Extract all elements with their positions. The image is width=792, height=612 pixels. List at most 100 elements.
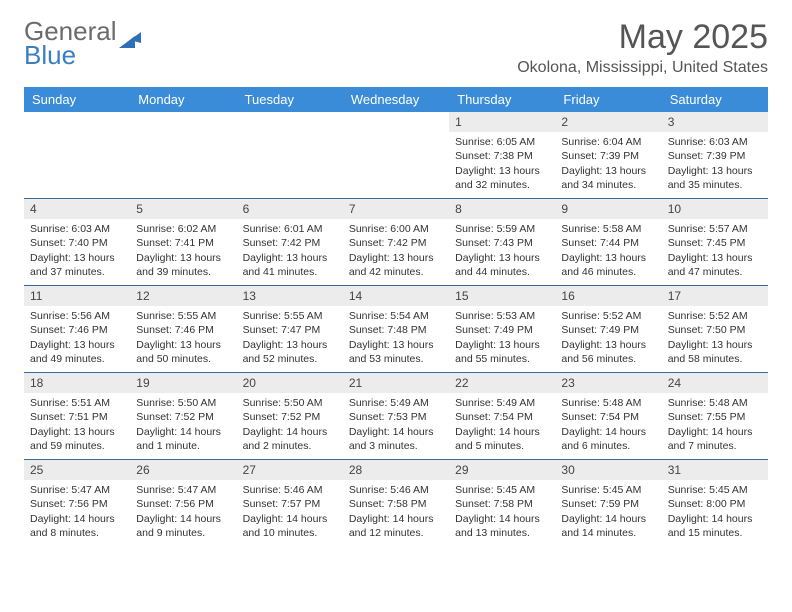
day-number: 4 <box>24 199 130 219</box>
daylight-text: Daylight: 13 hours and 59 minutes. <box>30 425 124 453</box>
brand-text-blue: Blue <box>24 42 141 68</box>
daylight-text: Daylight: 13 hours and 44 minutes. <box>455 251 549 279</box>
sunrise-text: Sunrise: 5:52 AM <box>668 309 762 323</box>
day-cell: 11 Sunrise: 5:56 AMSunset: 7:46 PMDayligh… <box>24 286 130 372</box>
day-cell: 13Sunrise: 5:55 AMSunset: 7:47 PMDayligh… <box>237 286 343 372</box>
daylight-text: Daylight: 13 hours and 56 minutes. <box>561 338 655 366</box>
week-row: 11Sunrise: 5:56 AMSunset: 7:46 PMDayligh… <box>24 286 768 373</box>
day-cell: 8Sunrise: 5:59 AMSunset: 7:43 PMDaylight… <box>449 199 555 285</box>
day-number: 11 <box>24 286 130 306</box>
daylight-text: Daylight: 14 hours and 3 minutes. <box>349 425 443 453</box>
day-cell: 7 Sunrise: 6:00 AMSunset: 7:42 PMDaylight… <box>343 199 449 285</box>
day-number: 28 <box>343 460 449 480</box>
sunrise-text: Sunrise: 5:48 AM <box>668 396 762 410</box>
daylight-text: Daylight: 13 hours and 32 minutes. <box>455 164 549 192</box>
day-number: 16 <box>555 286 661 306</box>
day-cell: 24Sunrise: 5:48 AMSunset: 7:55 PMDayligh… <box>662 373 768 459</box>
day-number: 30 <box>555 460 661 480</box>
daylight-text: Daylight: 13 hours and 35 minutes. <box>668 164 762 192</box>
daylight-text: Daylight: 13 hours and 37 minutes. <box>30 251 124 279</box>
day-number: 2 <box>555 112 661 132</box>
daylight-text: Daylight: 14 hours and 8 minutes. <box>30 512 124 540</box>
day-cell: 16Sunrise: 5:52 AMSunset: 7:49 PMDayligh… <box>555 286 661 372</box>
day-cell: . <box>237 112 343 198</box>
sunrise-text: Sunrise: 6:01 AM <box>243 222 337 236</box>
sunset-text: Sunset: 7:39 PM <box>561 149 655 163</box>
sunrise-text: Sunrise: 5:50 AM <box>243 396 337 410</box>
daylight-text: Daylight: 13 hours and 46 minutes. <box>561 251 655 279</box>
daylight-text: Daylight: 13 hours and 58 minutes. <box>668 338 762 366</box>
daylight-text: Daylight: 13 hours and 47 minutes. <box>668 251 762 279</box>
daylight-text: Daylight: 13 hours and 49 minutes. <box>30 338 124 366</box>
day-cell: . <box>343 112 449 198</box>
daylight-text: Daylight: 14 hours and 5 minutes. <box>455 425 549 453</box>
day-cell: . <box>130 112 236 198</box>
daylight-text: Daylight: 13 hours and 39 minutes. <box>136 251 230 279</box>
sunset-text: Sunset: 7:57 PM <box>243 497 337 511</box>
daylight-text: Daylight: 14 hours and 1 minute. <box>136 425 230 453</box>
sunset-text: Sunset: 7:52 PM <box>136 410 230 424</box>
month-title: May 2025 <box>517 18 768 57</box>
sunset-text: Sunset: 7:42 PM <box>349 236 443 250</box>
day-number: 7 <box>343 199 449 219</box>
sunset-text: Sunset: 7:44 PM <box>561 236 655 250</box>
day-number: 17 <box>662 286 768 306</box>
sunset-text: Sunset: 7:46 PM <box>30 323 124 337</box>
week-row: 18Sunrise: 5:51 AMSunset: 7:51 PMDayligh… <box>24 373 768 460</box>
title-block: May 2025 Okolona, Mississippi, United St… <box>517 18 768 77</box>
sunrise-text: Sunrise: 5:55 AM <box>243 309 337 323</box>
day-number: 6 <box>237 199 343 219</box>
sunrise-text: Sunrise: 5:48 AM <box>561 396 655 410</box>
day-number: 15 <box>449 286 555 306</box>
daylight-text: Daylight: 13 hours and 34 minutes. <box>561 164 655 192</box>
sunset-text: Sunset: 7:45 PM <box>668 236 762 250</box>
day-header: Monday <box>130 87 236 112</box>
sunset-text: Sunset: 7:56 PM <box>136 497 230 511</box>
day-cell: 10 Sunrise: 5:57 AMSunset: 7:45 PMDayligh… <box>662 199 768 285</box>
daylight-text: Daylight: 13 hours and 42 minutes. <box>349 251 443 279</box>
day-cell: 5Sunrise: 6:02 AMSunset: 7:41 PMDaylight… <box>130 199 236 285</box>
day-number: 21 <box>343 373 449 393</box>
day-number: 26 <box>130 460 236 480</box>
day-header: Sunday <box>24 87 130 112</box>
sunset-text: Sunset: 7:49 PM <box>455 323 549 337</box>
sunrise-text: Sunrise: 5:46 AM <box>243 483 337 497</box>
sunset-text: Sunset: 7:54 PM <box>561 410 655 424</box>
sunrise-text: Sunrise: 5:57 AM <box>668 222 762 236</box>
sunset-text: Sunset: 7:46 PM <box>136 323 230 337</box>
location-text: Okolona, Mississippi, United States <box>517 59 768 77</box>
sunset-text: Sunset: 7:49 PM <box>561 323 655 337</box>
sunrise-text: Sunrise: 5:56 AM <box>30 309 124 323</box>
daylight-text: Daylight: 13 hours and 50 minutes. <box>136 338 230 366</box>
sunrise-text: Sunrise: 5:49 AM <box>455 396 549 410</box>
sunrise-text: Sunrise: 5:45 AM <box>561 483 655 497</box>
day-number: 18 <box>24 373 130 393</box>
day-number: 10 <box>662 199 768 219</box>
day-number: 31 <box>662 460 768 480</box>
day-cell: 22Sunrise: 5:49 AMSunset: 7:54 PMDayligh… <box>449 373 555 459</box>
sunset-text: Sunset: 7:40 PM <box>30 236 124 250</box>
sunrise-text: Sunrise: 5:45 AM <box>455 483 549 497</box>
week-row: 4Sunrise: 6:03 AMSunset: 7:40 PMDaylight… <box>24 199 768 286</box>
day-header: Friday <box>555 87 661 112</box>
daylight-text: Daylight: 14 hours and 13 minutes. <box>455 512 549 540</box>
day-header: Wednesday <box>343 87 449 112</box>
day-cell: . <box>24 112 130 198</box>
sunset-text: Sunset: 7:58 PM <box>455 497 549 511</box>
sunset-text: Sunset: 7:43 PM <box>455 236 549 250</box>
day-number: 12 <box>130 286 236 306</box>
day-number: 27 <box>237 460 343 480</box>
day-number: 29 <box>449 460 555 480</box>
sunset-text: Sunset: 7:52 PM <box>243 410 337 424</box>
sunrise-text: Sunrise: 6:04 AM <box>561 135 655 149</box>
sunrise-text: Sunrise: 5:45 AM <box>668 483 762 497</box>
sunset-text: Sunset: 7:58 PM <box>349 497 443 511</box>
day-number: 8 <box>449 199 555 219</box>
daylight-text: Daylight: 14 hours and 2 minutes. <box>243 425 337 453</box>
day-cell: 12Sunrise: 5:55 AMSunset: 7:46 PMDayligh… <box>130 286 236 372</box>
sunrise-text: Sunrise: 6:02 AM <box>136 222 230 236</box>
day-number: 24 <box>662 373 768 393</box>
sunset-text: Sunset: 7:56 PM <box>30 497 124 511</box>
sunrise-text: Sunrise: 6:00 AM <box>349 222 443 236</box>
sunrise-text: Sunrise: 5:47 AM <box>30 483 124 497</box>
